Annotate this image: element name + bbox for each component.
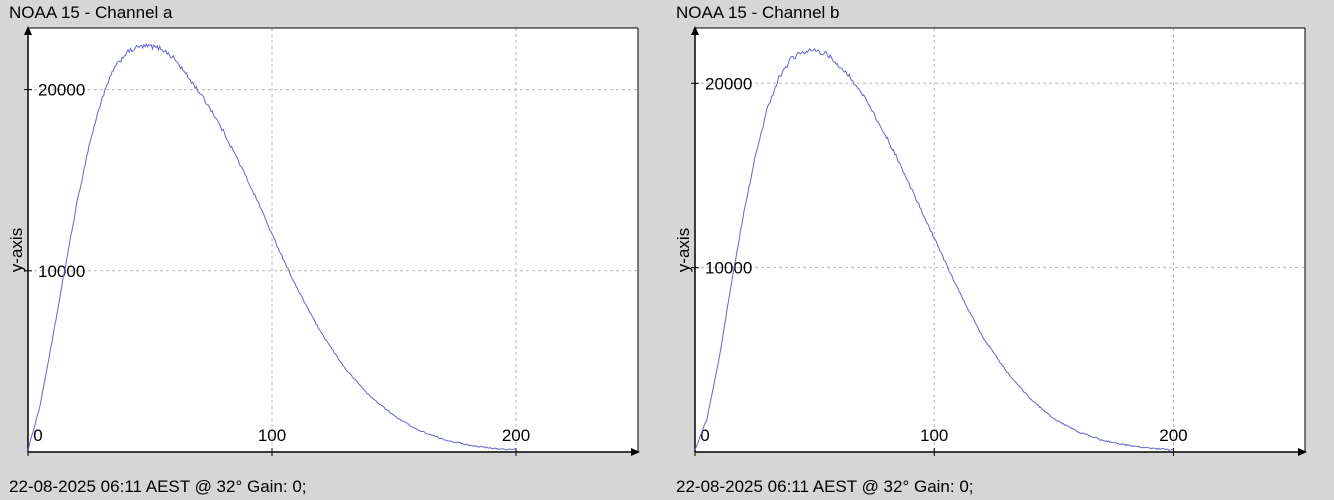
plot-area xyxy=(28,28,638,452)
chart-footer: 22-08-2025 06:11 AEST @ 32° Gain: 0; xyxy=(9,477,307,496)
y-axis-title: y-axis xyxy=(7,228,26,272)
x-tick-label: 200 xyxy=(1159,426,1187,445)
y-tick-label: 20000 xyxy=(38,81,85,100)
chart-footer: 22-08-2025 06:11 AEST @ 32° Gain: 0; xyxy=(676,477,974,496)
x-axis-arrow xyxy=(631,448,640,456)
y-axis-title: y-axis xyxy=(674,228,693,272)
x-tick-label: 100 xyxy=(258,426,286,445)
chart-title: NOAA 15 - Channel b xyxy=(676,3,840,22)
x-tick-label: 200 xyxy=(502,426,530,445)
x-tick-label: 100 xyxy=(920,426,948,445)
y-tick-label: 20000 xyxy=(705,74,752,93)
y-tick-label: 10000 xyxy=(705,259,752,278)
chart-plot: 0 100 200 10000 20000 y-axis xyxy=(674,26,1307,456)
y-axis-arrow xyxy=(691,26,699,35)
chart-title: NOAA 15 - Channel a xyxy=(9,3,173,22)
x-tick-label: 0 xyxy=(33,426,42,445)
series-line xyxy=(27,42,517,451)
chart-plot: 0 100 200 10000 20000 y-axis xyxy=(7,26,640,456)
y-tick-label: 10000 xyxy=(38,262,85,281)
x-axis-arrow xyxy=(1298,448,1307,456)
chart-panel-a: NOAA 15 - Channel a 0 100 200 10000 20000 y-a… xyxy=(7,3,640,496)
y-axis-arrow xyxy=(24,26,32,35)
plot-area xyxy=(695,28,1305,452)
x-tick-label: 0 xyxy=(700,426,709,445)
chart-panel-b: NOAA 15 - Channel b 0 100 200 10000 20000 y-a… xyxy=(667,0,1334,500)
series-line xyxy=(694,48,1174,451)
